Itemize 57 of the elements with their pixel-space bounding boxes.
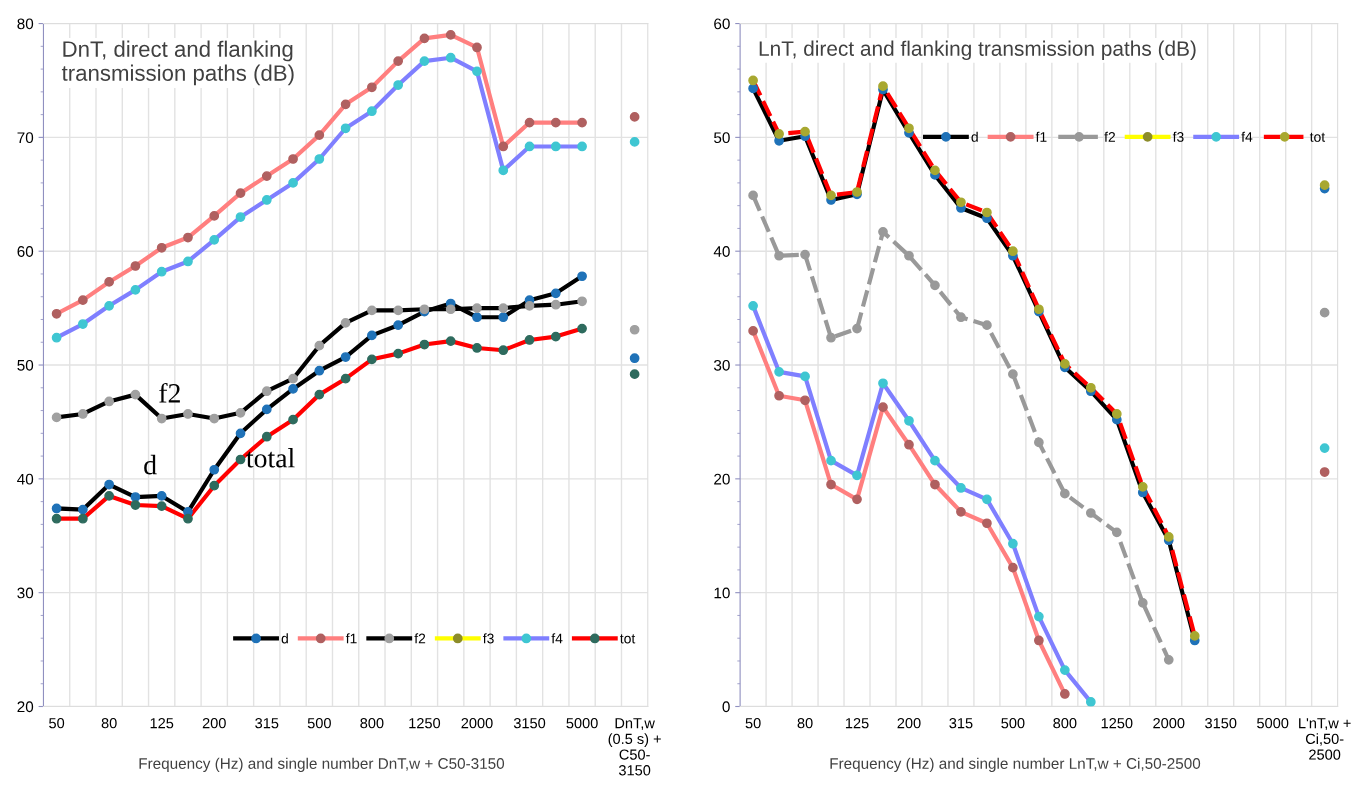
legend-label: f1 xyxy=(345,633,357,644)
x-tick-label: 3150 xyxy=(513,718,546,729)
x-tick-label: 2000 xyxy=(1153,718,1185,729)
y-tick-label: 60 xyxy=(714,18,730,30)
x-tick-label: 2000 xyxy=(461,718,493,729)
legend-label: f4 xyxy=(1241,131,1253,142)
legend-label: f1 xyxy=(1035,131,1047,142)
x-tick-label: 315 xyxy=(949,718,973,729)
y-tick-label: 50 xyxy=(714,132,730,144)
legend-label: d xyxy=(281,633,288,644)
legend-label: f2 xyxy=(1104,131,1115,142)
x-tick-label: 200 xyxy=(897,718,921,729)
annotation: d xyxy=(144,454,157,475)
annotation: f2 xyxy=(159,382,180,403)
x-tick-label: 80 xyxy=(101,718,117,729)
y-tick-label: 40 xyxy=(17,473,34,485)
y-tick-label: 80 xyxy=(17,18,34,30)
text: DnT, direct and flanking transmission paths (dB) xyxy=(61,40,294,86)
y-tick-label: 70 xyxy=(17,132,34,144)
legend-label: tot xyxy=(1309,132,1326,142)
legend-label: f2 xyxy=(414,633,426,644)
legend-label: tot xyxy=(620,634,636,644)
legend-label: f3 xyxy=(1172,131,1184,142)
x-tick-label: 500 xyxy=(307,718,331,729)
x-tick-label: 1250 xyxy=(409,718,441,729)
x-tick-label: 125 xyxy=(845,718,869,729)
y-tick-label: 20 xyxy=(714,473,730,485)
y-tick-label: 30 xyxy=(713,359,730,371)
x-tick-label: 1250 xyxy=(1101,718,1133,729)
x-tick-label: 80 xyxy=(797,718,813,729)
y-tick-label: 40 xyxy=(713,246,730,257)
x-tick-label: 315 xyxy=(255,718,279,729)
y-tick-label: 50 xyxy=(17,359,34,371)
x-tick-label: 50 xyxy=(49,718,65,729)
x-tick-label: L'nT,w + Ci,50- 2500 xyxy=(1299,718,1351,760)
x-tick-label: 500 xyxy=(1001,718,1025,729)
y-tick-label: 60 xyxy=(17,246,34,257)
y-tick-label: 10 xyxy=(714,587,730,599)
legend-label: f3 xyxy=(482,633,494,644)
x-tick-label: 5000 xyxy=(566,718,598,729)
x-tick-label: 5000 xyxy=(1257,718,1289,729)
legend-label: f4 xyxy=(551,633,563,644)
x-tick-label: 800 xyxy=(360,718,384,729)
y-tick-label: 20 xyxy=(17,701,34,713)
text: LnT, direct and flanking transmission paths (dB) xyxy=(759,40,1196,61)
x-tick-label: 800 xyxy=(1053,718,1077,729)
x-tick-label: 3150 xyxy=(1205,718,1237,729)
annotation: total xyxy=(246,448,295,468)
x-tick-label: 50 xyxy=(745,718,761,729)
x-axis-title: Frequency (Hz) and single number DnT,w + C50-3150 xyxy=(139,757,505,772)
y-tick-label: 30 xyxy=(17,587,34,599)
x-axis-title: Frequency (Hz) and single number LnT,w + Ci,50-2500 xyxy=(830,757,1201,772)
x-tick-label: DnT,w (0.5 s) + C50- 3150 xyxy=(608,718,661,776)
y-tick-label: 0 xyxy=(722,701,730,713)
x-tick-label: 200 xyxy=(202,718,226,729)
legend-label: d xyxy=(971,131,978,142)
x-tick-label: 125 xyxy=(150,718,174,729)
